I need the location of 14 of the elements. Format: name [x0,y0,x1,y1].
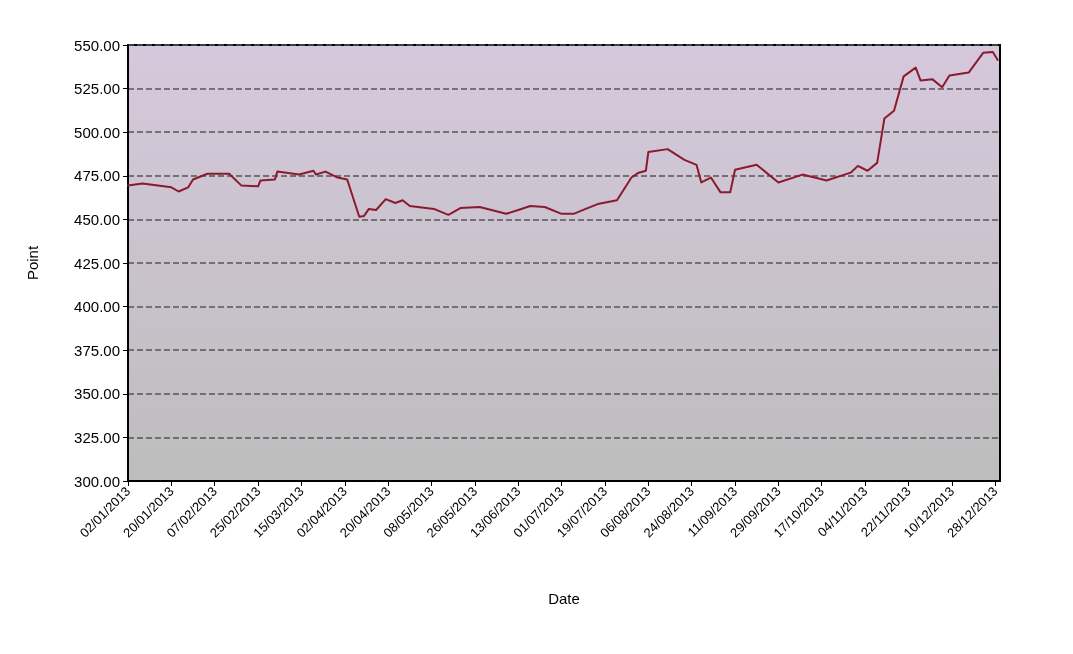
y-axis-title: Point [24,245,41,281]
y-tick-label: 450.00 [74,210,120,228]
y-tick-label: 550.00 [74,36,120,54]
y-tick-label: 350.00 [74,385,120,403]
y-tick-label: 425.00 [74,254,120,272]
y-tick-label: 525.00 [74,80,120,98]
y-tick-label: 325.00 [74,428,120,446]
y-tick-label: 400.00 [74,298,120,316]
y-tick-label: 500.00 [74,123,120,141]
x-axis-title: Date [548,590,580,607]
line-series [127,50,999,218]
y-tick-label: 475.00 [74,167,120,185]
y-tick-label: 300.00 [74,472,120,490]
y-tick-label: 375.00 [74,341,120,359]
